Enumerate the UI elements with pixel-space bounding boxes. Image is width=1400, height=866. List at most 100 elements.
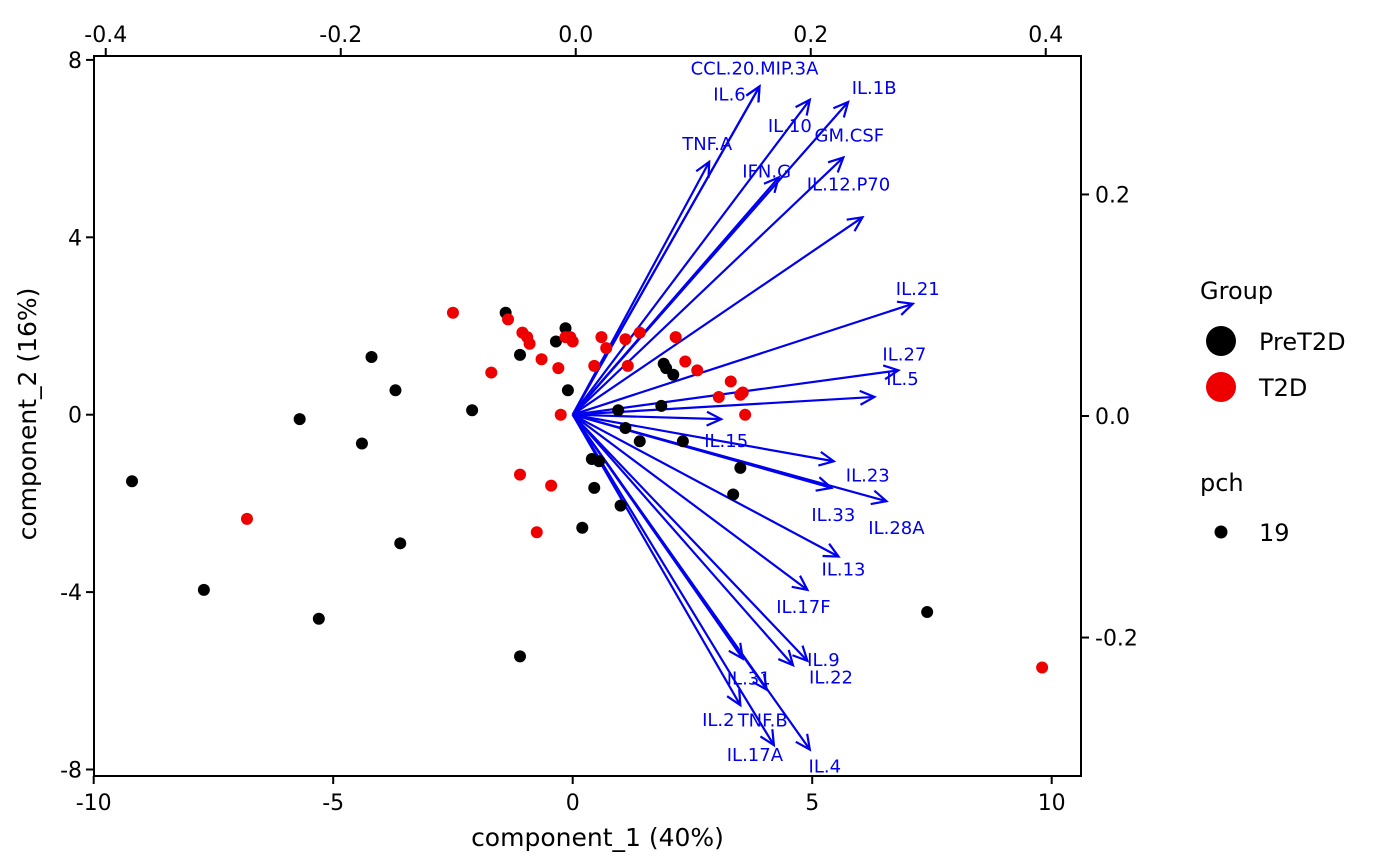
point-pret2d <box>727 488 740 501</box>
vector-label: IL.23 <box>846 465 890 486</box>
vector-gm-csf: GM.CSF <box>571 125 885 416</box>
point-pret2d <box>293 413 306 426</box>
point-pret2d <box>197 583 210 596</box>
point-t2d <box>691 364 704 377</box>
point-t2d <box>724 375 737 388</box>
vector-label: IL.22 <box>809 667 853 688</box>
vector-label: TNF.B <box>737 711 788 732</box>
legend-swatch-pret2d <box>1206 326 1236 356</box>
legend-label-t2d: T2D <box>1258 374 1307 402</box>
point-t2d <box>712 390 725 403</box>
axes: -10 -5 0 5 10 -8 -4 0 4 8-0.4 -0.2 0.0 0.2 0.4 0.2 0.0 -… <box>60 23 1138 816</box>
vector-label: IL.13 <box>822 560 866 581</box>
y-tick-label: 0 <box>68 404 82 429</box>
vector-il-23: IL.23 <box>572 413 890 486</box>
vector-label: IL.5 <box>886 369 919 390</box>
top-tick-label: 0.4 <box>1028 23 1063 48</box>
point-pret2d <box>614 499 627 512</box>
top-tick-label: -0.4 <box>84 23 127 48</box>
point-t2d <box>523 337 536 350</box>
x-tick-label: -10 <box>76 791 112 816</box>
vector-label: IL.9 <box>807 650 840 671</box>
point-pret2d <box>734 461 747 474</box>
point-pret2d <box>588 481 601 494</box>
point-t2d <box>739 408 752 421</box>
point-pret2d <box>514 650 527 663</box>
point-pret2d <box>466 404 479 417</box>
x-tick-label: 10 <box>1038 791 1066 816</box>
loading-vectors: CCL.20.MIP.3A IL.6 IL.1B IL.10 TNF.A GM.CSF IF… <box>571 59 940 778</box>
point-pret2d <box>576 521 589 534</box>
point-t2d <box>619 333 632 346</box>
point-t2d <box>446 306 459 319</box>
y-tick-label: 4 <box>68 226 82 251</box>
y-tick-label: 8 <box>68 49 82 74</box>
x-tick-label: 5 <box>805 791 819 816</box>
point-t2d <box>595 331 608 344</box>
y-tick-label: -4 <box>60 581 82 606</box>
vector-il-17a: IL.17A <box>571 414 784 766</box>
point-t2d <box>530 526 543 539</box>
legend-group-title: Group <box>1200 277 1273 305</box>
vector-label: IL.28A <box>868 518 925 539</box>
point-pret2d <box>921 606 934 619</box>
point-pret2d <box>126 475 139 488</box>
vector-il-22: IL.22 <box>571 413 853 688</box>
vector-label: IFN.G <box>742 161 791 182</box>
top-tick-label: -0.2 <box>319 23 362 48</box>
vector-label: IL.10 <box>768 116 812 137</box>
point-pret2d <box>389 384 402 397</box>
point-pret2d <box>619 422 632 435</box>
point-pret2d <box>655 399 668 412</box>
point-t2d <box>545 479 558 492</box>
legend-label-pch: 19 <box>1259 519 1290 547</box>
vector-il-13: IL.13 <box>572 413 866 581</box>
point-t2d <box>554 408 567 421</box>
point-t2d <box>679 355 692 368</box>
vector-il-10: IL.10 <box>571 97 812 416</box>
vector-il-4: IL.4 <box>571 414 842 778</box>
point-t2d <box>240 512 253 525</box>
point-t2d <box>535 353 548 366</box>
top-tick-label: 0.2 <box>793 23 828 48</box>
point-t2d <box>552 362 565 375</box>
vector-label: CCL.20.MIP.3A <box>691 59 820 80</box>
vector-label: IL.2 <box>702 710 735 731</box>
point-t2d <box>1036 661 1049 674</box>
x-tick-label: -5 <box>322 791 344 816</box>
vector-label: IL.4 <box>809 757 842 778</box>
point-pret2d <box>633 435 646 448</box>
point-pret2d <box>667 368 680 381</box>
point-pret2d <box>593 455 606 468</box>
legend-label-pret2d: PreT2D <box>1259 328 1346 356</box>
point-t2d <box>588 359 601 372</box>
scatter-points <box>126 306 1049 674</box>
x-axis-label: component_1 (40%) <box>471 823 724 852</box>
point-t2d <box>621 359 634 372</box>
vector-il-9: IL.9 <box>571 413 840 671</box>
point-t2d <box>633 326 646 339</box>
point-t2d <box>736 386 749 399</box>
point-t2d <box>600 342 613 355</box>
vector-il-12-p70: IL.12.P70 <box>572 174 890 416</box>
point-pret2d <box>676 435 689 448</box>
vector-label: IL.12.P70 <box>807 174 890 195</box>
vector-tnf-a: TNF.A <box>571 134 733 416</box>
vector-ifn-g: IFN.G <box>571 161 791 416</box>
y-axis-label: component_2 (16%) <box>13 288 42 541</box>
vector-label: IL.1B <box>852 78 897 99</box>
vector-label: IL.17F <box>776 597 830 618</box>
point-t2d <box>514 468 527 481</box>
point-pret2d <box>559 322 572 335</box>
vector-label: GM.CSF <box>815 125 885 146</box>
point-pret2d <box>394 537 407 550</box>
point-pret2d <box>549 335 562 348</box>
vector-il-17f: IL.17F <box>572 413 831 618</box>
point-pret2d <box>365 351 378 364</box>
legend-pch-title: pch <box>1200 469 1244 497</box>
point-t2d <box>502 313 515 326</box>
top-tick-label: 0.0 <box>558 23 593 48</box>
right-tick-label: -0.2 <box>1095 627 1138 652</box>
